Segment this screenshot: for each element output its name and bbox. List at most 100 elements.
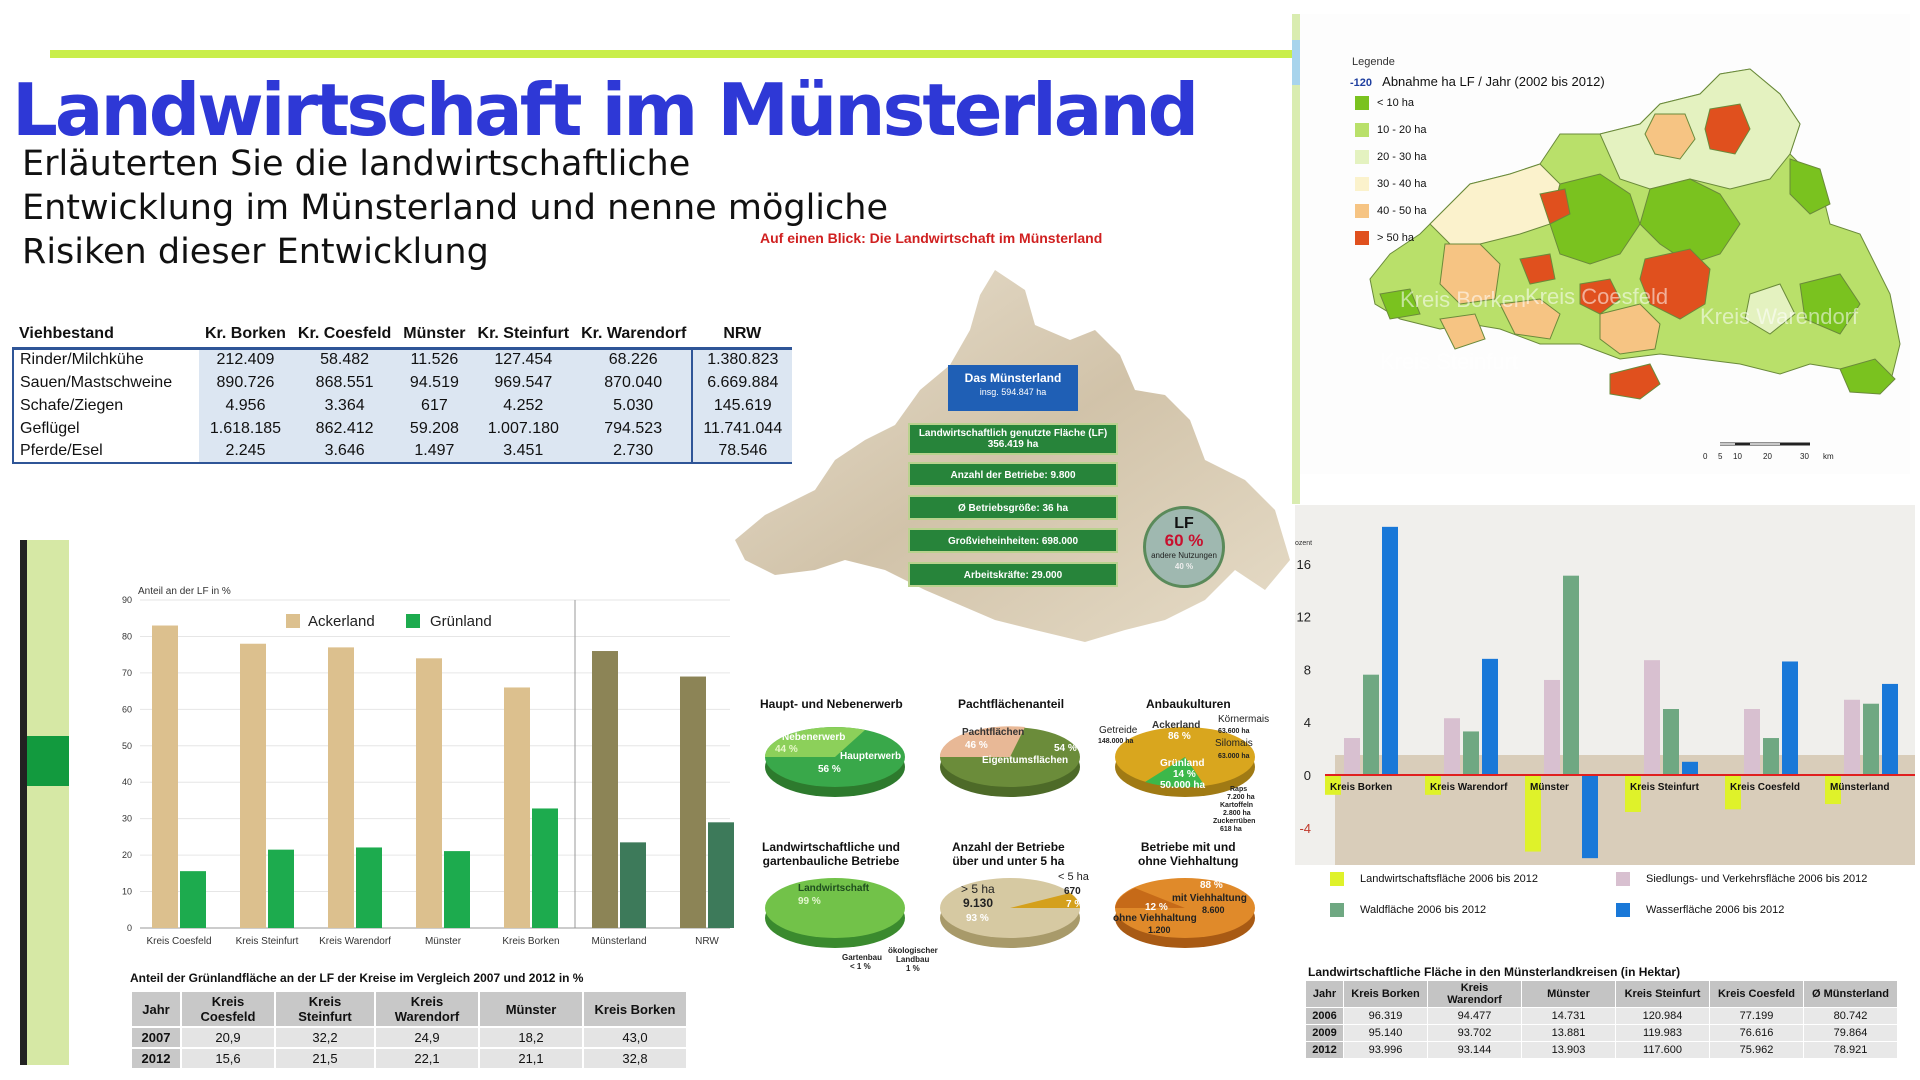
bar-landwirtschaft: [1425, 775, 1441, 795]
table-cell: 68.226: [575, 348, 693, 371]
legend-label: Waldfläche 2006 bis 2012: [1360, 903, 1487, 916]
table-cell: 13.903: [1521, 1041, 1616, 1059]
pie-label: 14 %: [1173, 769, 1196, 780]
table-cell: 15,6: [180, 1047, 276, 1070]
pie-title-betriebsart: Landwirtschaftliche und gartenbauliche B…: [762, 840, 901, 868]
x-tick-label: NRW: [695, 936, 719, 947]
table-cell: 93.996: [1343, 1041, 1428, 1059]
legend-swatch: [1355, 150, 1369, 164]
table-cell: 78.921: [1803, 1041, 1898, 1059]
y-tick-label: 40: [122, 777, 132, 787]
pie-label: 63.600 ha: [1218, 728, 1250, 735]
pie-label: Landwirtschaft: [798, 883, 870, 894]
table-cell: 80.742: [1803, 1007, 1898, 1025]
legend-swatch: [1330, 903, 1344, 917]
y-tick-label: 20: [122, 850, 132, 860]
pie-label: < 5 ha: [1058, 871, 1089, 883]
pie-label: < 1 %: [850, 962, 871, 971]
muensterland-total-box: Das Münsterland insg. 594.847 ha: [948, 365, 1078, 411]
legend-label: Landwirtschaftsfläche 2006 bis 2012: [1360, 872, 1538, 885]
bar-gruenland: [356, 847, 382, 928]
table-cell: 95.140: [1343, 1024, 1428, 1042]
pie-label: Grünland: [1160, 758, 1205, 769]
bar-gruenland: [532, 808, 558, 928]
pie-label: Gartenbau: [842, 953, 883, 962]
pie-label: 63.000 ha: [1218, 753, 1250, 760]
table-cell: 59.208: [397, 417, 472, 440]
lf-hectare-table: Jahr Kreis Borken Kreis Warendorf Münste…: [1305, 980, 1898, 1059]
x-tick-label: Kreis Steinfurt: [236, 936, 299, 947]
map-legend-item: 30 - 40 ha: [1355, 177, 1427, 191]
pie-label: Ackerland: [1152, 720, 1201, 731]
pie-label: Kartoffeln: [1220, 802, 1254, 809]
chart-legend-item: Siedlungs- und Verkehrsfläche 2006 bis 2…: [1616, 872, 1867, 886]
map-scale-label: 30: [1800, 452, 1809, 461]
table-cell: 96.319: [1343, 1007, 1428, 1025]
table-cell: 117.600: [1615, 1041, 1710, 1059]
legend-swatch: [1330, 872, 1344, 886]
column-header: Kreis Coesfeld: [180, 990, 276, 1028]
y-tick-label: 12: [1297, 610, 1311, 625]
legend-label: Siedlungs- und Verkehrsfläche 2006 bis 2…: [1646, 872, 1868, 885]
column-header: Kreis Warendorf: [1427, 980, 1522, 1008]
map-scale-label: 5: [1718, 452, 1723, 461]
bar-gruenland: [180, 871, 206, 928]
pie-label: 9.130: [963, 896, 994, 910]
legend-swatch: [406, 614, 420, 628]
bar-wald: [1363, 674, 1379, 775]
bar-gruenland: [708, 822, 734, 928]
lf-percent: 60 %: [1164, 531, 1204, 550]
table-cell: 22,1: [374, 1047, 480, 1070]
info-box-lf: Landwirtschaftlich genutzte Fläche (LF) …: [908, 423, 1118, 455]
y-tick-label: 10: [122, 887, 132, 897]
pie-title-anbau: Anbaukulturen: [1146, 697, 1231, 711]
map-legend-item: > 50 ha: [1355, 231, 1414, 245]
page-title: Landwirtschaft im Münsterland: [12, 68, 1199, 152]
lf-label: LF: [1174, 515, 1194, 532]
pie-label: Zuckerrüben: [1213, 818, 1256, 825]
pie-label: Haupterwerb: [840, 751, 902, 762]
legend-label: < 10 ha: [1377, 96, 1415, 109]
row-label: Geflügel: [12, 417, 199, 440]
pie-label: 56 %: [818, 764, 841, 775]
legend-swatch: [1616, 872, 1630, 886]
table-header-row: Jahr Kreis Coesfeld Kreis Steinfurt Krei…: [130, 990, 688, 1028]
table-cell: 79.864: [1803, 1024, 1898, 1042]
legend-sample-value: -120: [1350, 77, 1373, 89]
bar-wasser: [1482, 658, 1498, 775]
pie-title-pacht: Pachtflächenanteil: [958, 697, 1065, 711]
legend-label: 10 - 20 ha: [1377, 123, 1427, 136]
table-cell: 1.618.185: [199, 417, 292, 440]
table-cell: 75.962: [1709, 1041, 1804, 1059]
y-tick-label: 50: [122, 741, 132, 751]
pie-erwerb: [765, 727, 905, 797]
y-tick-label: 0: [1304, 768, 1311, 783]
x-tick-label: Kreis Warendorf: [1430, 782, 1508, 793]
table-cell: 2007: [130, 1026, 182, 1049]
bar-wasser: [1882, 683, 1898, 775]
divider-accent: [1292, 40, 1300, 85]
table-row: 2006 96.319 94.477 14.731 120.984 77.199 80.74…: [1305, 1007, 1898, 1025]
pie-label: Körnermais: [1218, 714, 1270, 725]
info-box-betriebsgroesse: Ø Betriebsgröße: 36 ha: [908, 495, 1118, 520]
legend-label: Grünland: [430, 613, 492, 630]
pie-label: Eigentumsflächen: [982, 755, 1069, 766]
table-cell: 119.983: [1615, 1024, 1710, 1042]
row-label: Sauen/Mastschweine: [12, 371, 199, 394]
x-tick-label: Kreis Coesfeld: [146, 936, 211, 947]
legend-label: Ackerland: [308, 613, 375, 630]
pie-label: 88 %: [1200, 880, 1223, 891]
column-header: Kr. Warendorf: [575, 322, 693, 350]
column-header: Kr. Borken: [199, 322, 292, 350]
column-header: Viehbestand: [13, 322, 199, 350]
bar-wald: [1863, 703, 1879, 775]
pie-label: 8.600: [1202, 905, 1225, 915]
bar-wald: [1463, 731, 1479, 775]
table-cell: 127.454: [471, 348, 576, 371]
table-cell: 21,1: [478, 1047, 584, 1070]
legend-label: 40 - 50 ha: [1377, 204, 1427, 217]
question-line: Risiken dieser Entwicklung: [22, 232, 489, 272]
table-cell: 4.252: [471, 394, 576, 417]
pie-label: ohne Viehhaltung: [1113, 913, 1197, 924]
y-tick-label: -4: [1299, 821, 1311, 836]
